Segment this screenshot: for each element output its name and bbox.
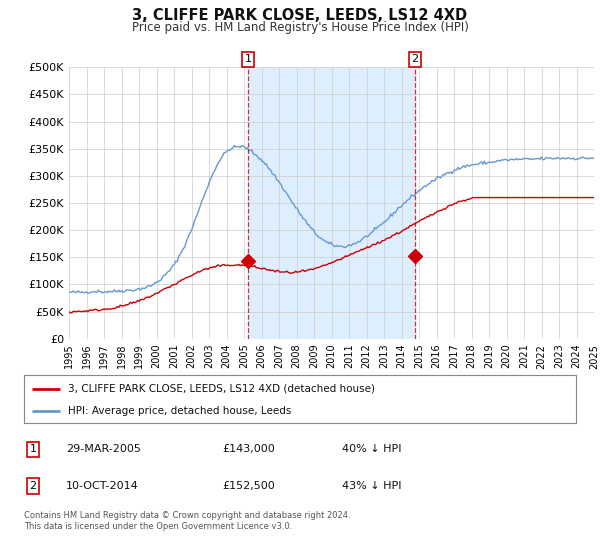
Bar (248, 67, 415, 339)
Text: Price paid vs. HM Land Registry's House Price Index (HPI): Price paid vs. HM Land Registry's House … (131, 21, 469, 34)
Text: 2: 2 (412, 54, 419, 64)
Text: 3, CLIFFE PARK CLOSE, LEEDS, LS12 4XD (detached house): 3, CLIFFE PARK CLOSE, LEEDS, LS12 4XD (d… (68, 384, 375, 394)
Text: 2: 2 (29, 481, 37, 491)
Text: 10-OCT-2014: 10-OCT-2014 (66, 481, 139, 491)
Text: 1: 1 (245, 54, 251, 64)
Text: HPI: Average price, detached house, Leeds: HPI: Average price, detached house, Leed… (68, 406, 292, 416)
Text: £152,500: £152,500 (222, 481, 275, 491)
Text: 3, CLIFFE PARK CLOSE, LEEDS, LS12 4XD: 3, CLIFFE PARK CLOSE, LEEDS, LS12 4XD (133, 8, 467, 24)
Text: 1: 1 (29, 445, 37, 454)
Text: £143,000: £143,000 (222, 445, 275, 454)
Text: Contains HM Land Registry data © Crown copyright and database right 2024.
This d: Contains HM Land Registry data © Crown c… (24, 511, 350, 531)
Text: 40% ↓ HPI: 40% ↓ HPI (342, 445, 401, 454)
Text: 29-MAR-2005: 29-MAR-2005 (66, 445, 141, 454)
Text: 43% ↓ HPI: 43% ↓ HPI (342, 481, 401, 491)
